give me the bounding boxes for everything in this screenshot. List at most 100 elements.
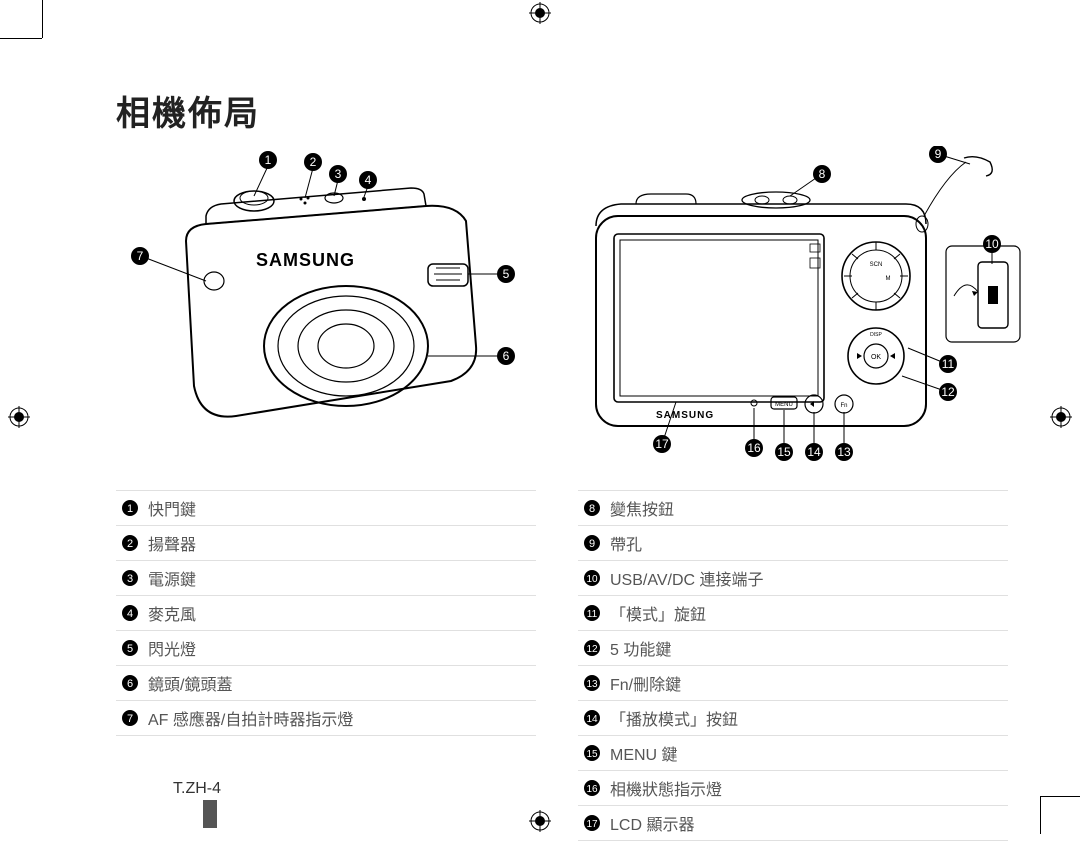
svg-text:13: 13: [586, 679, 598, 690]
list-label: USB/AV/DC 連接端子: [606, 566, 764, 590]
list-item: 15 MENU 鍵: [578, 736, 1008, 771]
svg-text:14: 14: [586, 714, 598, 725]
list-item: 6 鏡頭/鏡頭蓋: [116, 666, 536, 701]
crop-mark: [0, 38, 42, 39]
list-number-icon: 13: [578, 674, 606, 692]
parts-list-right: 8 變焦按鈕 9 帶孔 10 USB/AV/DC 連接端子 11 「模式」旋鈕 …: [578, 490, 1008, 841]
svg-text:Fn: Fn: [840, 403, 847, 409]
list-label: 揚聲器: [144, 531, 196, 555]
list-label: 鏡頭/鏡頭蓋: [144, 671, 232, 695]
list-number-icon: 16: [578, 779, 606, 797]
list-label: 「模式」旋鈕: [606, 601, 706, 625]
list-item: 4 麥克風: [116, 596, 536, 631]
list-number-icon: 17: [578, 814, 606, 832]
list-number-icon: 9: [578, 534, 606, 552]
svg-text:2: 2: [310, 155, 317, 169]
page-footer: T.ZH-4: [173, 780, 221, 798]
list-item: 7 AF 感應器/自拍計時器指示燈: [116, 701, 536, 736]
list-label: Fn/刪除鍵: [606, 671, 681, 695]
list-item: 16 相機狀態指示燈: [578, 771, 1008, 806]
list-label: 「播放模式」按鈕: [606, 706, 738, 730]
list-label: 5 功能鍵: [606, 636, 671, 660]
svg-text:9: 9: [935, 147, 942, 161]
list-label: 快門鍵: [144, 496, 196, 520]
svg-text:4: 4: [127, 608, 133, 620]
svg-text:6: 6: [503, 349, 510, 363]
svg-text:13: 13: [837, 445, 851, 459]
svg-text:16: 16: [586, 784, 598, 795]
svg-text:15: 15: [777, 445, 791, 459]
svg-text:8: 8: [819, 167, 826, 181]
svg-text:11: 11: [942, 357, 955, 371]
list-item: 11 「模式」旋鈕: [578, 596, 1008, 631]
list-label: 麥克風: [144, 601, 196, 625]
page-content: 相機佈局 SAMSUNG: [58, 38, 1038, 798]
list-number-icon: 10: [578, 569, 606, 587]
camera-rear-diagram: SCN M OK DISP Fn MENU SAMSUNG: [546, 146, 1076, 476]
svg-text:8: 8: [589, 503, 595, 515]
svg-text:SCN: SCN: [870, 262, 883, 268]
list-label: 電源鍵: [144, 566, 196, 590]
list-label: LCD 顯示器: [606, 811, 694, 835]
registration-mark-top: [529, 2, 551, 24]
list-label: 閃光燈: [144, 636, 196, 660]
svg-text:15: 15: [586, 749, 598, 760]
list-number-icon: 6: [116, 674, 144, 692]
list-item: 2 揚聲器: [116, 526, 536, 561]
list-number-icon: 11: [578, 604, 606, 622]
page-title: 相機佈局: [116, 86, 260, 135]
list-item: 9 帶孔: [578, 526, 1008, 561]
crop-mark: [42, 0, 43, 38]
svg-text:6: 6: [127, 678, 133, 690]
list-item: 5 閃光燈: [116, 631, 536, 666]
list-number-icon: 7: [116, 709, 144, 727]
registration-mark-left: [8, 406, 30, 428]
list-label: MENU 鍵: [606, 741, 678, 765]
svg-text:SAMSUNG: SAMSUNG: [656, 410, 714, 421]
camera-front-diagram: SAMSUNG 1 2 3 4 5: [116, 146, 536, 446]
list-item: 17 LCD 顯示器: [578, 806, 1008, 841]
svg-text:DISP: DISP: [870, 332, 882, 338]
svg-text:3: 3: [127, 573, 133, 585]
list-number-icon: 5: [116, 639, 144, 657]
svg-text:4: 4: [365, 173, 372, 187]
list-number-icon: 3: [116, 569, 144, 587]
list-label: 變焦按鈕: [606, 496, 674, 520]
list-number-icon: 1: [116, 499, 144, 517]
svg-text:3: 3: [335, 167, 342, 181]
list-number-icon: 14: [578, 709, 606, 727]
list-item: 3 電源鍵: [116, 561, 536, 596]
list-item: 14 「播放模式」按鈕: [578, 701, 1008, 736]
parts-list-left: 1 快門鍵 2 揚聲器 3 電源鍵 4 麥克風 5 閃光燈 6 鏡頭/鏡頭蓋 7…: [116, 490, 536, 736]
svg-text:1: 1: [127, 503, 133, 515]
footer-bar-icon: [203, 800, 217, 828]
list-number-icon: 8: [578, 499, 606, 517]
svg-text:14: 14: [807, 445, 821, 459]
svg-text:10: 10: [985, 237, 999, 251]
svg-text:SAMSUNG: SAMSUNG: [256, 250, 355, 270]
list-label: 相機狀態指示燈: [606, 776, 722, 800]
list-number-icon: 12: [578, 639, 606, 657]
svg-text:16: 16: [747, 441, 761, 455]
svg-text:10: 10: [586, 574, 598, 585]
crop-mark: [1040, 796, 1080, 797]
list-item: 1 快門鍵: [116, 490, 536, 526]
svg-text:12: 12: [941, 385, 955, 399]
list-number-icon: 15: [578, 744, 606, 762]
svg-text:17: 17: [655, 437, 669, 451]
registration-mark-bottom: [529, 810, 551, 832]
svg-text:1: 1: [265, 153, 272, 167]
list-number-icon: 2: [116, 534, 144, 552]
svg-text:7: 7: [137, 249, 144, 263]
list-item: 4: [116, 604, 144, 622]
list-item: 13 Fn/刪除鍵: [578, 666, 1008, 701]
svg-text:2: 2: [127, 538, 133, 550]
svg-text:9: 9: [589, 538, 595, 550]
list-item: 8 變焦按鈕: [578, 490, 1008, 526]
svg-text:MENU: MENU: [775, 402, 793, 408]
list-label: 帶孔: [606, 531, 642, 555]
page-number: T.ZH-4: [173, 780, 221, 798]
svg-text:5: 5: [503, 267, 510, 281]
crop-mark: [1040, 796, 1041, 834]
svg-text:12: 12: [586, 644, 598, 655]
